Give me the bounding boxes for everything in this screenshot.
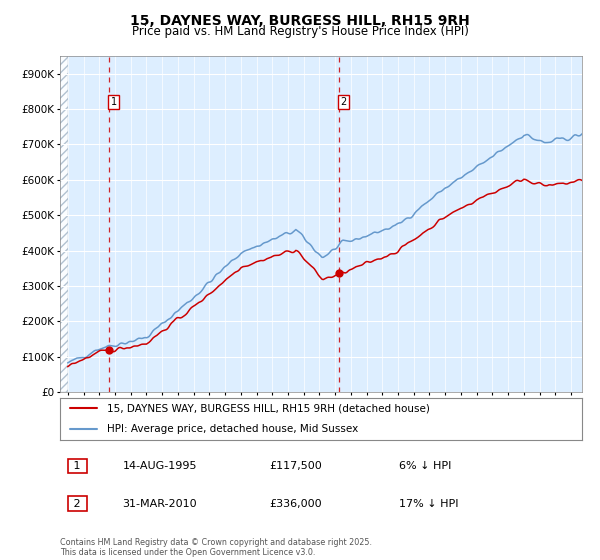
Text: 2: 2 <box>70 499 85 508</box>
Bar <box>60 56 68 392</box>
Text: Contains HM Land Registry data © Crown copyright and database right 2025.
This d: Contains HM Land Registry data © Crown c… <box>60 538 372 557</box>
Text: 15, DAYNES WAY, BURGESS HILL, RH15 9RH: 15, DAYNES WAY, BURGESS HILL, RH15 9RH <box>130 14 470 28</box>
Text: 31-MAR-2010: 31-MAR-2010 <box>122 499 197 508</box>
Text: £336,000: £336,000 <box>269 499 322 508</box>
Text: 17% ↓ HPI: 17% ↓ HPI <box>400 499 459 508</box>
Text: HPI: Average price, detached house, Mid Sussex: HPI: Average price, detached house, Mid … <box>107 424 358 434</box>
Text: 6% ↓ HPI: 6% ↓ HPI <box>400 461 452 471</box>
Text: 1: 1 <box>70 461 85 471</box>
Text: 14-AUG-1995: 14-AUG-1995 <box>122 461 197 471</box>
Text: Price paid vs. HM Land Registry's House Price Index (HPI): Price paid vs. HM Land Registry's House … <box>131 25 469 38</box>
Text: 15, DAYNES WAY, BURGESS HILL, RH15 9RH (detached house): 15, DAYNES WAY, BURGESS HILL, RH15 9RH (… <box>107 403 430 413</box>
Text: 2: 2 <box>341 97 347 107</box>
Text: 1: 1 <box>110 97 117 107</box>
Text: £117,500: £117,500 <box>269 461 322 471</box>
